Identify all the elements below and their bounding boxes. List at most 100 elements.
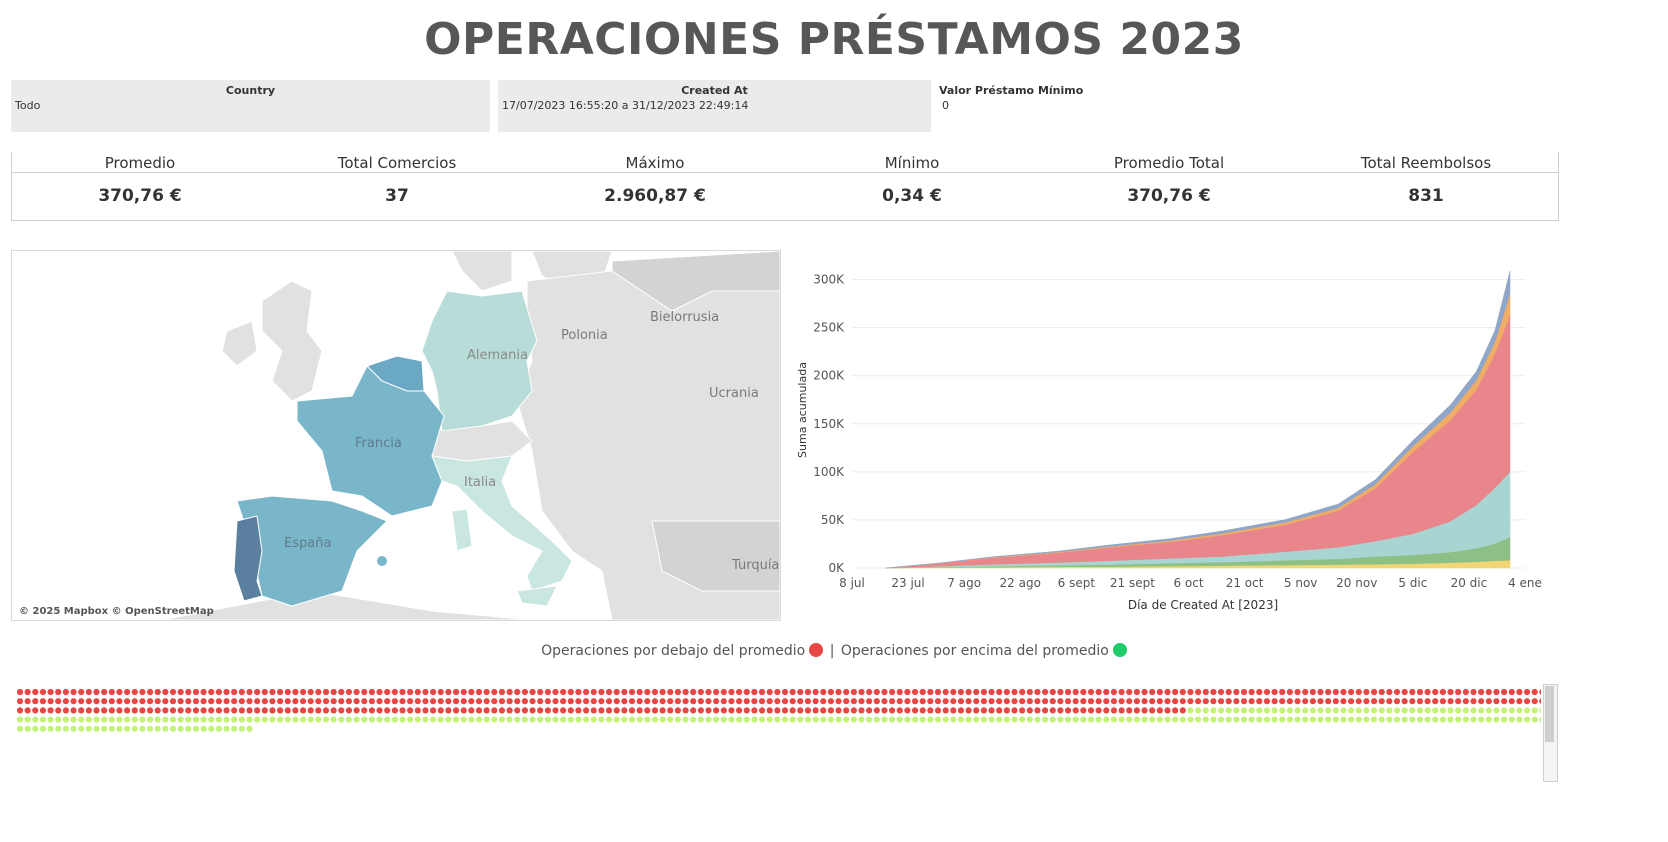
operation-dot-above[interactable] (1072, 716, 1079, 723)
operation-dot-below[interactable] (544, 688, 551, 696)
operation-dot-below[interactable] (1049, 698, 1056, 705)
operation-dot-below[interactable] (820, 707, 827, 714)
operation-dot-above[interactable] (1447, 707, 1454, 714)
operation-dot-below[interactable] (353, 688, 360, 696)
operation-dot-above[interactable] (728, 716, 735, 723)
operation-dot-above[interactable] (384, 716, 391, 723)
operation-dot-above[interactable] (1103, 716, 1110, 723)
operation-dot-below[interactable] (529, 688, 536, 696)
operation-dot-below[interactable] (422, 707, 429, 714)
operation-dot-below[interactable] (452, 698, 460, 705)
operation-dot-above[interactable] (1378, 707, 1385, 714)
operation-dot-above[interactable] (162, 725, 169, 732)
operation-dot-above[interactable] (1508, 707, 1515, 714)
operation-dot-below[interactable] (529, 698, 536, 705)
operation-dot-above[interactable] (16, 716, 24, 723)
operation-dot-below[interactable] (200, 698, 207, 705)
operation-dot-below[interactable] (1501, 698, 1508, 705)
operation-dot-below[interactable] (1478, 688, 1485, 696)
operation-dot-below[interactable] (1501, 688, 1508, 696)
operation-dot-above[interactable] (208, 725, 215, 732)
operation-dot-above[interactable] (1317, 716, 1324, 723)
operation-dot-below[interactable] (590, 688, 597, 696)
operation-dot-below[interactable] (667, 698, 674, 705)
operation-dot-above[interactable] (55, 725, 62, 732)
operation-dot-above[interactable] (1363, 707, 1370, 714)
operation-dot-below[interactable] (1370, 698, 1378, 705)
operation-dot-below[interactable] (758, 707, 766, 714)
operation-dot-below[interactable] (47, 688, 54, 696)
operation-dot-below[interactable] (414, 698, 421, 705)
operation-dot-below[interactable] (636, 698, 643, 705)
operation-dot-below[interactable] (919, 707, 926, 714)
operation-dot-below[interactable] (628, 688, 636, 696)
operation-dot-below[interactable] (1080, 688, 1087, 696)
operation-dot-below[interactable] (1462, 698, 1469, 705)
operation-dot-below[interactable] (460, 688, 467, 696)
operation-dot-below[interactable] (116, 698, 123, 705)
operation-dot-below[interactable] (1271, 698, 1278, 705)
operation-dot-below[interactable] (345, 698, 353, 705)
operation-dot-below[interactable] (1508, 688, 1515, 696)
operation-dot-below[interactable] (1141, 688, 1148, 696)
operation-dot-above[interactable] (238, 716, 245, 723)
operation-dot-below[interactable] (1248, 688, 1255, 696)
operation-dot-below[interactable] (1057, 698, 1064, 705)
operation-dot-below[interactable] (1432, 688, 1439, 696)
operation-dot-below[interactable] (927, 707, 934, 714)
operation-dot-below[interactable] (605, 698, 613, 705)
operation-dot-above[interactable] (1233, 716, 1240, 723)
operation-dot-below[interactable] (1179, 698, 1186, 705)
operation-dot-below[interactable] (85, 688, 92, 696)
operation-dot-above[interactable] (1210, 707, 1217, 714)
operation-dot-below[interactable] (1217, 698, 1225, 705)
operation-dot-above[interactable] (636, 716, 643, 723)
operation-dot-below[interactable] (1019, 698, 1026, 705)
operation-dot-below[interactable] (980, 698, 988, 705)
operation-dot-above[interactable] (131, 725, 138, 732)
operation-dot-below[interactable] (873, 688, 880, 696)
operation-dot-above[interactable] (78, 725, 85, 732)
operation-dot-below[interactable] (858, 698, 865, 705)
operation-dot-below[interactable] (957, 698, 965, 705)
operation-dot-below[interactable] (1470, 688, 1477, 696)
operation-dot-below[interactable] (996, 707, 1003, 714)
operation-dot-below[interactable] (927, 688, 934, 696)
operation-dot-below[interactable] (827, 698, 835, 705)
operation-dot-above[interactable] (1370, 716, 1378, 723)
operation-dot-above[interactable] (1332, 716, 1339, 723)
operation-dot-below[interactable] (866, 688, 873, 696)
operation-dot-above[interactable] (1302, 707, 1309, 714)
operation-dot-above[interactable] (613, 716, 620, 723)
operation-dot-below[interactable] (1332, 688, 1339, 696)
operation-dot-below[interactable] (1042, 688, 1049, 696)
operation-dot-above[interactable] (667, 716, 674, 723)
operation-dot-above[interactable] (101, 716, 108, 723)
operation-dot-above[interactable] (246, 716, 253, 723)
operation-dot-below[interactable] (238, 688, 245, 696)
operation-dot-below[interactable] (483, 707, 490, 714)
operation-dot-above[interactable] (1416, 707, 1424, 714)
operation-dot-above[interactable] (231, 716, 238, 723)
operation-dot-below[interactable] (384, 688, 391, 696)
operation-dot-above[interactable] (277, 716, 284, 723)
filter-created-at[interactable]: Created At 17/07/2023 16:55:20 a 31/12/2… (498, 80, 931, 132)
operation-dot-below[interactable] (537, 707, 544, 714)
operation-dot-below[interactable] (1470, 698, 1477, 705)
operation-dot-below[interactable] (292, 698, 299, 705)
operation-dot-above[interactable] (1501, 707, 1508, 714)
operation-dot-below[interactable] (1003, 698, 1010, 705)
operation-dot-below[interactable] (1279, 698, 1286, 705)
operation-dot-below[interactable] (605, 688, 613, 696)
operation-dot-below[interactable] (942, 698, 949, 705)
operation-dot-below[interactable] (1348, 698, 1355, 705)
operation-dot-below[interactable] (475, 707, 483, 714)
area-series-6[interactable] (885, 270, 1511, 569)
operation-dot-above[interactable] (445, 716, 452, 723)
operation-dot-above[interactable] (162, 716, 169, 723)
operation-dot-below[interactable] (284, 707, 291, 714)
operation-dot-above[interactable] (1309, 716, 1316, 723)
operation-dot-above[interactable] (537, 716, 544, 723)
operation-dot-above[interactable] (1393, 716, 1401, 723)
operation-dot-above[interactable] (651, 716, 659, 723)
